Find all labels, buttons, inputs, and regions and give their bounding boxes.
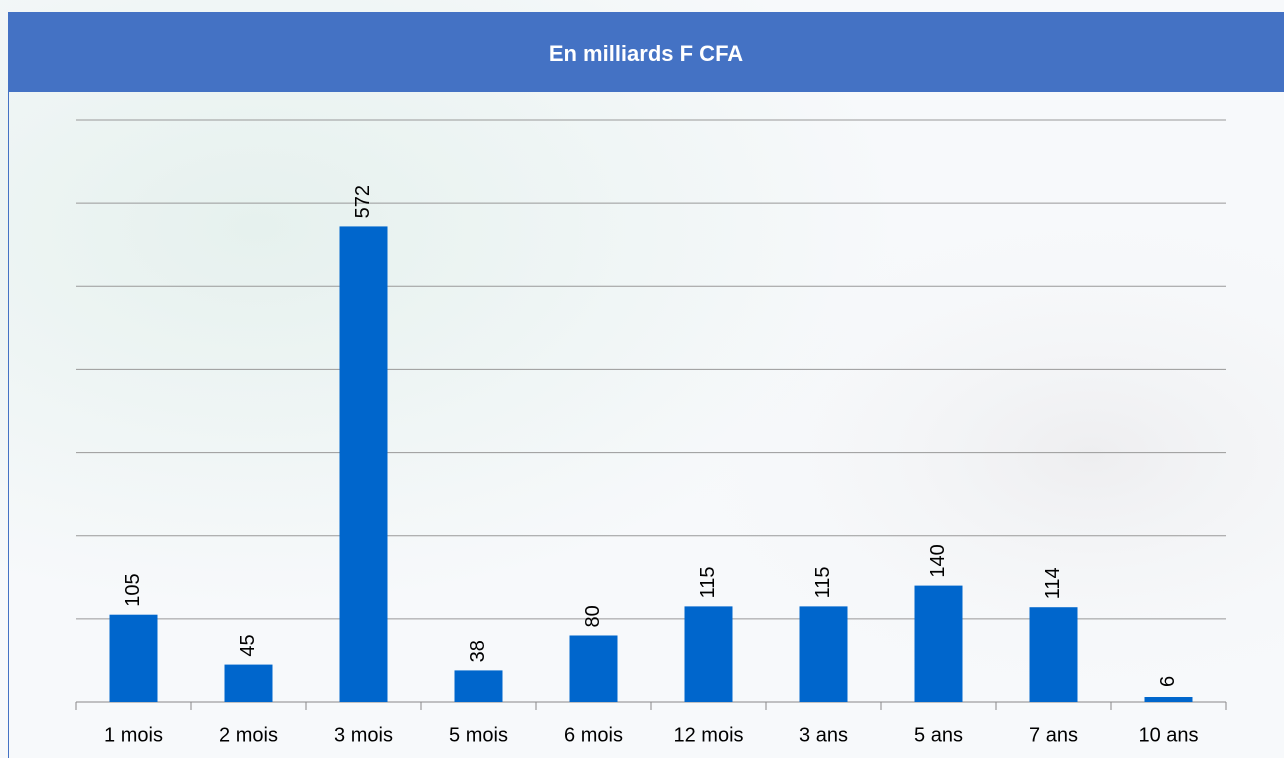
bar bbox=[454, 670, 503, 702]
bar bbox=[1029, 607, 1078, 702]
data-label: 115 bbox=[697, 566, 719, 598]
data-label: 6 bbox=[1157, 676, 1179, 687]
bar bbox=[684, 606, 733, 702]
data-label: 105 bbox=[122, 573, 144, 606]
data-label: 45 bbox=[237, 634, 259, 656]
data-label: 38 bbox=[467, 640, 489, 662]
x-tick-label: 1 mois bbox=[104, 724, 163, 746]
bar bbox=[914, 585, 963, 702]
bar bbox=[339, 226, 388, 702]
title-bar bbox=[8, 12, 1284, 92]
data-label: 80 bbox=[582, 605, 604, 627]
x-tick-label: 3 mois bbox=[334, 724, 393, 746]
bar bbox=[569, 635, 618, 702]
data-label: 572 bbox=[352, 185, 374, 218]
data-label: 114 bbox=[1042, 567, 1064, 599]
chart-title: En milliards F CFA bbox=[549, 41, 743, 66]
x-tick-label: 12 mois bbox=[673, 724, 743, 746]
x-tick-label: 5 mois bbox=[449, 724, 508, 746]
x-tick-label: 3 ans bbox=[799, 724, 848, 746]
bar bbox=[224, 664, 273, 702]
x-tick-label: 6 mois bbox=[564, 724, 623, 746]
x-tick-label: 5 ans bbox=[914, 724, 963, 746]
bar bbox=[109, 614, 158, 702]
data-label: 140 bbox=[927, 544, 949, 577]
x-tick-label: 2 mois bbox=[219, 724, 278, 746]
bar bbox=[1144, 697, 1193, 702]
data-label: 115 bbox=[812, 566, 834, 598]
x-tick-label: 7 ans bbox=[1029, 724, 1078, 746]
bar bbox=[799, 606, 848, 702]
x-tick-label: 10 ans bbox=[1138, 724, 1198, 746]
